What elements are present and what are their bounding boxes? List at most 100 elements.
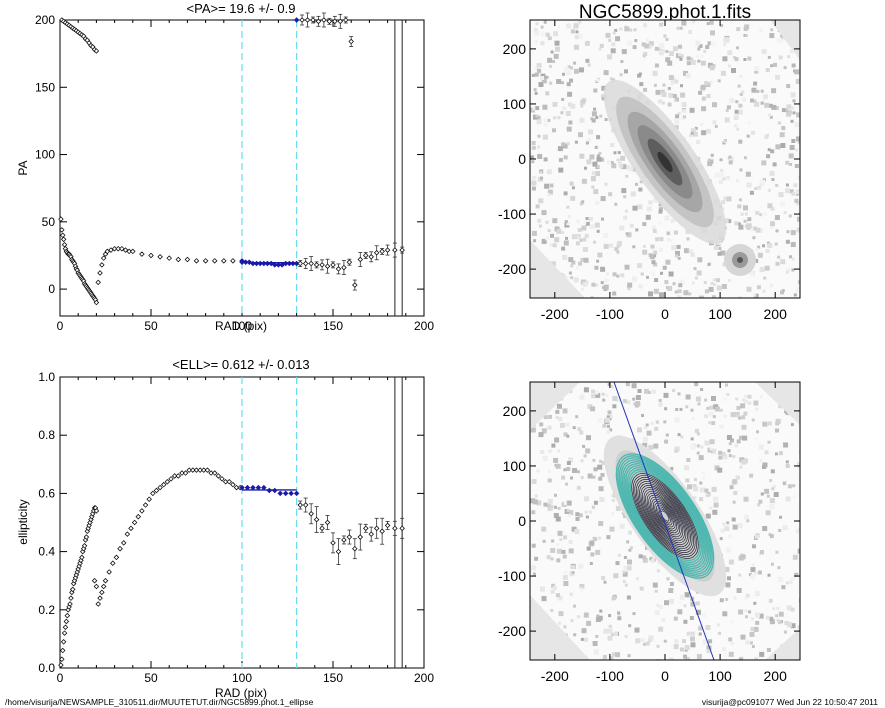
data-point — [95, 279, 101, 286]
noise-pixel — [696, 54, 699, 58]
data-point — [293, 490, 300, 497]
noise-pixel — [683, 115, 686, 119]
noise-pixel — [622, 570, 626, 574]
noise-pixel — [659, 237, 664, 242]
noise-pixel — [781, 585, 786, 590]
noise-pixel — [741, 415, 746, 420]
noise-pixel — [725, 108, 729, 112]
isophote-ellipse — [654, 502, 676, 530]
noise-pixel — [739, 465, 743, 469]
noise-pixel — [680, 647, 684, 652]
data-point — [61, 630, 68, 636]
noise-pixel — [547, 57, 553, 63]
noise-pixel — [790, 607, 795, 612]
data-point — [319, 525, 325, 532]
noise-pixel — [610, 161, 614, 164]
noise-pixel — [658, 221, 662, 225]
noise-pixel — [659, 22, 664, 27]
y-tick-label: 0.6 — [38, 486, 55, 500]
noise-pixel — [780, 143, 786, 148]
noise-pixel — [767, 203, 773, 209]
data-point — [337, 18, 344, 25]
noise-pixel — [789, 163, 793, 166]
noise-pixel — [725, 547, 731, 553]
noise-pixel — [774, 452, 778, 456]
noise-pixel — [720, 169, 724, 173]
noise-pixel — [556, 548, 562, 554]
noise-pixel — [624, 583, 628, 587]
noise-pixel — [575, 512, 580, 517]
noise-pixel — [745, 171, 751, 177]
noise-pixel — [654, 278, 659, 282]
noise-pixel — [785, 239, 790, 244]
noise-pixel — [749, 190, 754, 195]
noise-pixel — [651, 389, 656, 394]
noise-pixel — [770, 221, 775, 227]
noise-pixel — [679, 594, 685, 600]
data-point — [100, 583, 107, 590]
noise-pixel — [542, 455, 548, 461]
noise-pixel — [616, 158, 620, 162]
noise-pixel — [561, 549, 566, 554]
noise-pixel — [735, 475, 740, 480]
noise-pixel — [658, 47, 662, 51]
noise-pixel — [712, 120, 717, 125]
noise-pixel — [623, 565, 628, 570]
data-point — [250, 260, 256, 267]
noise-pixel — [631, 383, 637, 389]
noise-pixel — [713, 502, 719, 508]
noise-pixel — [585, 515, 589, 519]
noise-pixel — [678, 600, 682, 604]
noise-pixel — [628, 530, 632, 535]
noise-pixel — [790, 230, 796, 236]
noise-pixel — [760, 89, 764, 93]
noise-pixel — [589, 562, 593, 565]
noise-pixel — [677, 111, 681, 115]
y-tick-label: 0.8 — [38, 428, 55, 442]
data-point — [117, 545, 123, 552]
noise-pixel — [604, 182, 608, 186]
noise-pixel — [722, 647, 727, 652]
noise-pixel — [665, 38, 669, 41]
noise-pixel — [568, 540, 573, 544]
noise-pixel — [594, 283, 598, 287]
noise-pixel — [722, 177, 726, 181]
noise-pixel — [573, 604, 576, 608]
noise-pixel — [797, 216, 800, 222]
masked-corner — [530, 240, 585, 298]
noise-pixel — [690, 128, 696, 134]
noise-pixel — [677, 289, 682, 294]
noise-pixel — [754, 66, 760, 71]
noise-pixel — [566, 434, 570, 438]
noise-pixel — [706, 649, 711, 653]
masked-corner — [530, 382, 580, 430]
noise-pixel — [714, 124, 718, 128]
data-point — [120, 540, 127, 546]
noise-pixel — [632, 397, 636, 401]
noise-pixel — [651, 225, 656, 230]
noise-pixel — [611, 633, 615, 637]
noise-pixel — [771, 487, 775, 491]
noise-pixel — [737, 222, 741, 226]
noise-pixel — [591, 394, 596, 399]
noise-pixel — [728, 637, 733, 642]
noise-pixel — [571, 571, 575, 575]
noise-pixel — [704, 440, 710, 446]
noise-pixel — [531, 145, 536, 150]
noise-pixel — [565, 236, 568, 240]
noise-pixel — [638, 554, 643, 559]
noise-pixel — [608, 614, 612, 618]
noise-pixel — [632, 205, 638, 211]
noise-pixel — [699, 295, 704, 298]
noise-pixel — [693, 486, 698, 492]
noise-pixel — [596, 156, 602, 162]
noise-pixel — [751, 87, 757, 93]
noise-pixel — [608, 38, 612, 42]
noise-pixel — [786, 230, 790, 234]
noise-pixel — [540, 76, 545, 80]
noise-pixel — [600, 473, 605, 477]
noise-pixel — [621, 49, 627, 55]
noise-pixel — [767, 148, 771, 152]
noise-pixel — [775, 229, 779, 233]
isophote-ellipse — [637, 481, 693, 551]
